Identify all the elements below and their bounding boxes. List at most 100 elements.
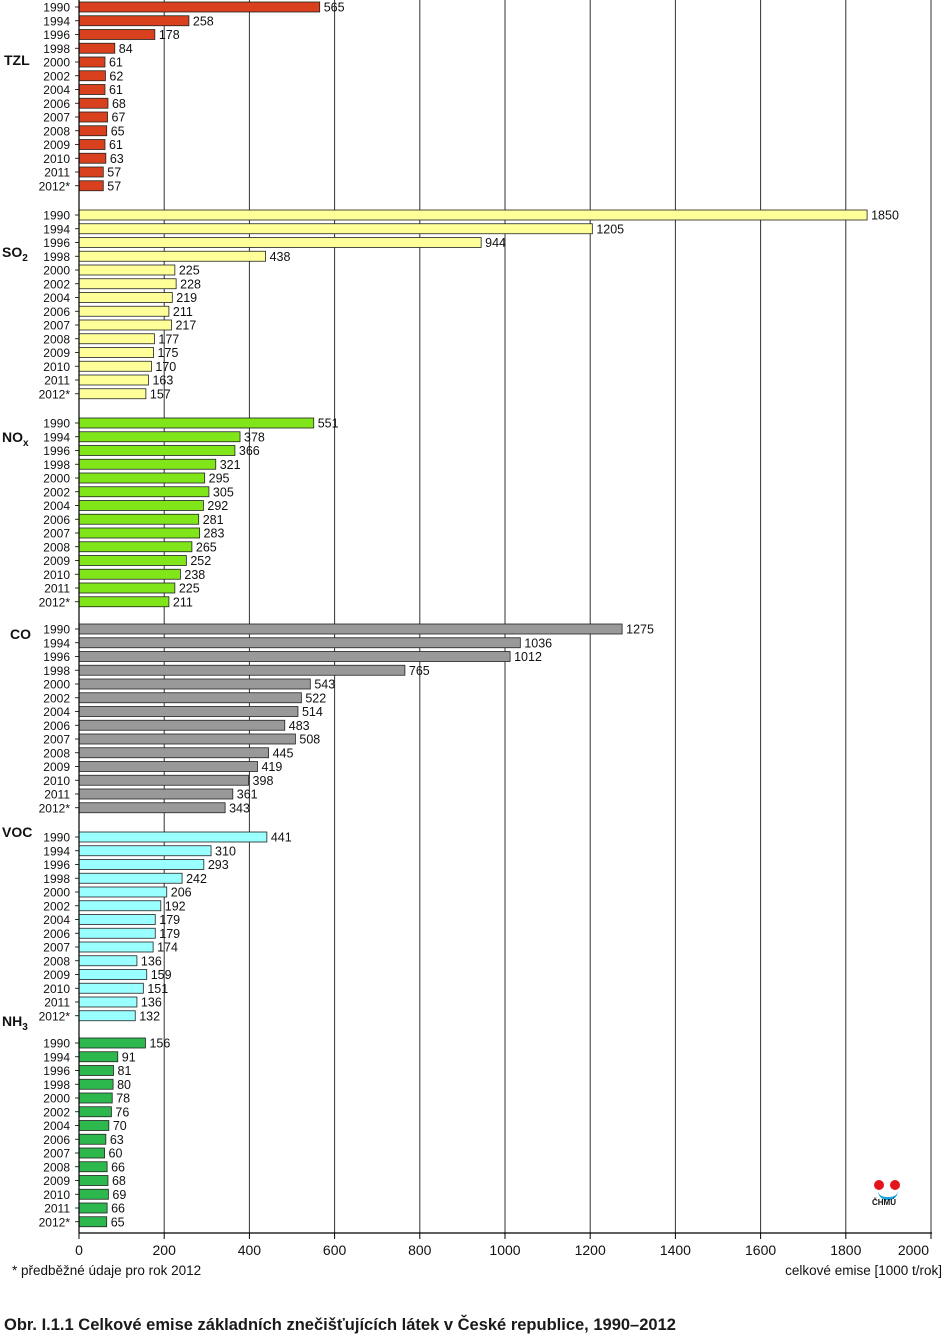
category-label: 2007	[43, 733, 70, 747]
category-label: 2000	[43, 56, 70, 70]
category-label: 2000	[43, 264, 70, 278]
group-name-nox: NOx	[2, 429, 29, 449]
bar	[78, 152, 107, 164]
bar	[78, 500, 204, 511]
bar	[78, 1, 321, 13]
data-label: 63	[110, 1133, 124, 1147]
data-label: 63	[110, 152, 124, 166]
bar	[78, 209, 868, 221]
category-label: 2012*	[39, 179, 71, 193]
data-label: 156	[149, 1037, 170, 1051]
data-label: 60	[109, 1147, 123, 1161]
bar	[78, 788, 234, 800]
data-label: 1275	[626, 623, 654, 637]
group-name-tzl: TZL	[4, 52, 30, 68]
bar	[78, 42, 116, 54]
bar	[78, 678, 311, 690]
data-label: 765	[409, 664, 430, 678]
category-label: 1990	[43, 1, 70, 15]
logo-dot-right-icon	[890, 1180, 900, 1190]
data-label: 508	[299, 733, 320, 747]
bar	[78, 431, 241, 443]
category-label: 2009	[43, 554, 70, 568]
bar	[78, 568, 181, 580]
bar	[78, 637, 521, 649]
bar	[78, 872, 183, 884]
data-label: 310	[215, 844, 236, 858]
bar	[78, 1051, 119, 1063]
bar	[78, 333, 155, 345]
bar-group-no: 1990 551 1994 378 1996 366 1998 321 2000 295 2002 3…	[39, 417, 339, 610]
category-label: 1990	[43, 623, 70, 637]
x-axis: 0 200 400 600 800 1000 1200 1400 1600 1800 2000	[75, 0, 932, 1258]
data-label: 441	[271, 831, 292, 845]
category-label: 1998	[43, 872, 70, 886]
data-label: 242	[186, 872, 207, 886]
x-tick-label: 1800	[830, 1242, 861, 1258]
data-label: 65	[111, 124, 125, 138]
category-label: 1994	[43, 14, 70, 28]
bar	[78, 596, 170, 608]
category-label: 1994	[43, 1050, 70, 1064]
category-label: 2012*	[39, 1215, 71, 1229]
data-label: 366	[239, 444, 260, 458]
bar	[78, 278, 177, 290]
figure-caption: Obr. I.1.1 Celkové emise základních zneč…	[4, 1316, 676, 1334]
data-label: 483	[289, 719, 310, 733]
category-label: 1998	[43, 664, 70, 678]
gridlines	[163, 0, 932, 1233]
bar-group-so: 1990 1850 1994 1205 1996 944 1998 438 2000 225 200…	[39, 209, 899, 402]
data-label: 211	[173, 305, 193, 319]
x-tick-label: 400	[238, 1242, 262, 1258]
data-label: 66	[111, 1202, 125, 1216]
category-label: 2007	[43, 941, 70, 955]
data-label: 177	[158, 332, 179, 346]
category-label: 2009	[43, 1174, 70, 1188]
bars: 1990 565 1994 258 1996 178 1998 84 2000 61 2002 62 2…	[39, 1, 899, 1230]
category-label: 2011	[44, 166, 70, 180]
data-label: 551	[318, 417, 339, 431]
data-label: 65	[111, 1215, 125, 1229]
group-name-co: CO	[10, 626, 31, 642]
bar	[78, 1120, 110, 1131]
data-label: 132	[139, 1009, 160, 1023]
chmu-logo: ČHMÚ	[868, 1177, 908, 1213]
data-label: 57	[107, 179, 121, 193]
bar	[78, 15, 190, 27]
bar	[78, 831, 268, 843]
category-label: 2006	[43, 513, 70, 527]
data-label: 265	[196, 540, 217, 554]
category-label: 2008	[43, 332, 70, 346]
bar	[78, 472, 206, 484]
category-label: 2004	[43, 705, 70, 719]
category-label: 2010	[43, 152, 70, 166]
bar	[78, 264, 176, 276]
category-label: 1996	[43, 236, 70, 250]
bar	[78, 982, 144, 994]
x-tick-label: 1400	[660, 1242, 691, 1258]
bar	[78, 1216, 108, 1228]
bar	[78, 97, 109, 109]
data-label: 136	[141, 996, 162, 1010]
bar	[78, 651, 511, 662]
category-label: 2010	[43, 774, 70, 788]
data-label: 62	[109, 69, 123, 83]
bar	[78, 900, 162, 912]
data-label: 258	[193, 14, 214, 28]
bar	[78, 486, 210, 498]
logo-wave-icon	[878, 1191, 898, 1200]
group-name-so2: SO2	[2, 244, 28, 264]
category-label: 1998	[43, 1078, 70, 1092]
category-label: 2004	[43, 1119, 70, 1133]
bar	[78, 417, 315, 429]
bar	[78, 955, 138, 967]
bar	[78, 56, 106, 68]
bar	[78, 886, 168, 898]
bar	[78, 664, 406, 676]
data-label: 81	[118, 1064, 132, 1078]
footnote: * předběžné údaje pro rok 2012	[12, 1263, 202, 1278]
bar-group-tzl: 1990 565 1994 258 1996 178 1998 84 2000 61 2002 62 2…	[39, 1, 345, 194]
bar	[78, 250, 266, 262]
category-label: 2006	[43, 719, 70, 733]
data-label: 78	[116, 1092, 130, 1106]
